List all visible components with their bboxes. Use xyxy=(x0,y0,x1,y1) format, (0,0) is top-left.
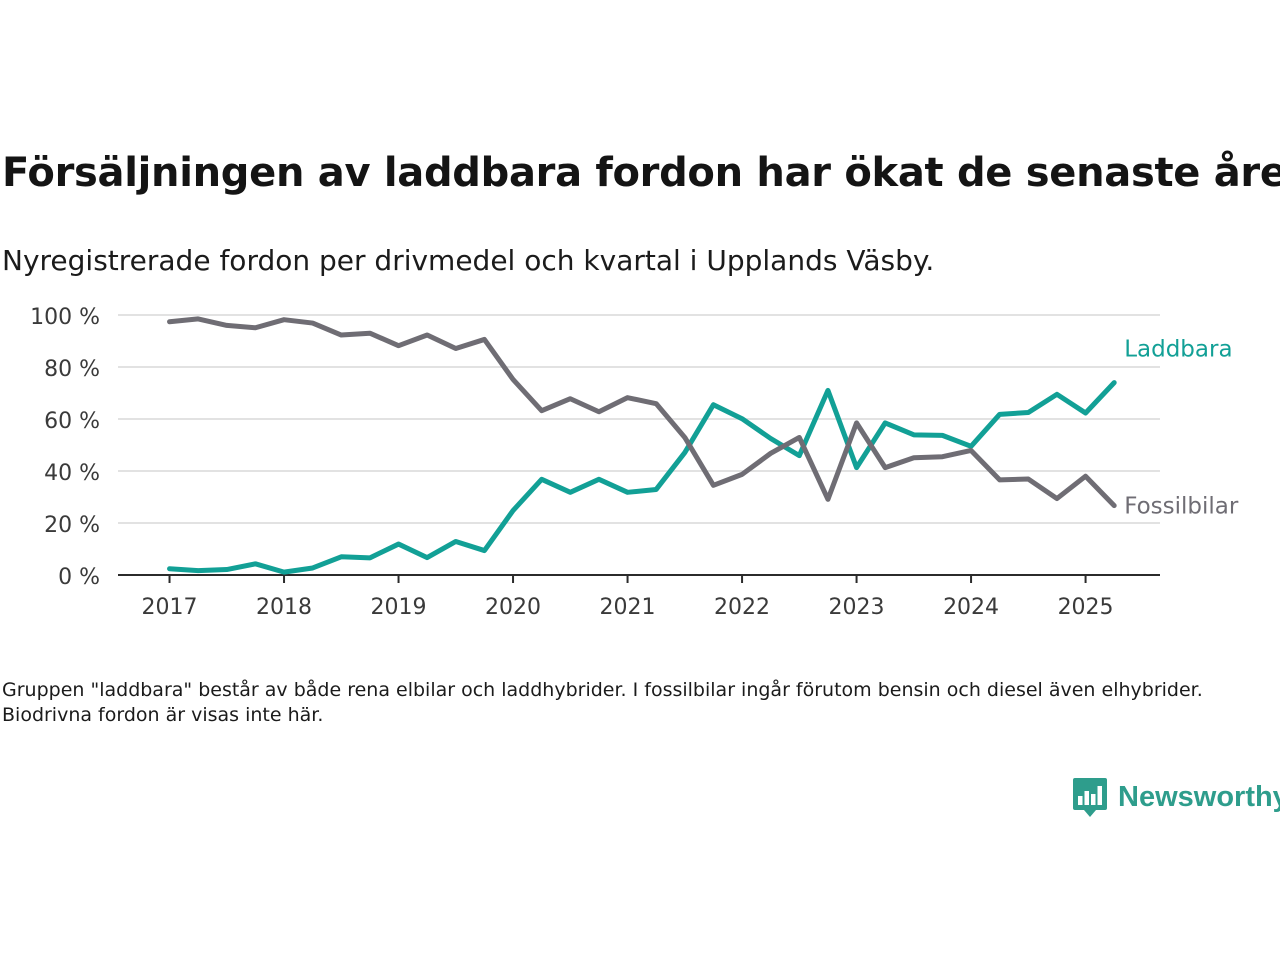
brand-name: Newsworthy xyxy=(1118,780,1280,813)
series-labels: Laddbara Fossilbilar xyxy=(1124,337,1239,520)
y-tick-label: 100 % xyxy=(30,305,100,330)
x-tick-label: 2019 xyxy=(371,595,427,620)
series-line-laddbara xyxy=(167,380,1117,575)
chart-title: Försäljningen av laddbara fordon har öka… xyxy=(2,150,1280,196)
y-tick-label: 40 % xyxy=(44,461,100,486)
grid-lines xyxy=(118,314,1160,524)
x-tick-label: 2022 xyxy=(714,595,770,620)
line-chart: 0 % 20 % 40 % 60 % 80 % 100 % 2017 2018 2019 202… xyxy=(30,305,1239,620)
brand[interactable]: Newsworthy xyxy=(1072,776,1280,818)
x-tick-label: 2023 xyxy=(829,595,885,620)
newsworthy-logo-icon xyxy=(1073,778,1107,817)
series-lines xyxy=(167,316,1117,575)
series-label-laddbara: Laddbara xyxy=(1124,337,1232,363)
x-axis-ticks: 2017 2018 2019 2020 2021 2022 2023 2024 2025 xyxy=(142,575,1114,620)
x-tick-label: 2018 xyxy=(256,595,312,620)
x-tick-label: 2017 xyxy=(142,595,198,620)
series-label-fossilbilar: Fossilbilar xyxy=(1124,494,1239,520)
y-tick-label: 0 % xyxy=(58,565,100,590)
y-tick-label: 60 % xyxy=(44,409,100,434)
x-tick-label: 2024 xyxy=(943,595,999,620)
series-line-fossilbilar xyxy=(167,316,1117,509)
chart-subtitle: Nyregistrerade fordon per drivmedel och … xyxy=(2,244,935,277)
y-tick-label: 20 % xyxy=(44,513,100,538)
y-tick-label: 80 % xyxy=(44,357,100,382)
x-tick-label: 2025 xyxy=(1058,595,1114,620)
y-axis-ticks: 0 % 20 % 40 % 60 % 80 % 100 % xyxy=(30,305,100,590)
x-tick-label: 2020 xyxy=(485,595,541,620)
x-tick-label: 2021 xyxy=(600,595,656,620)
footnote: Gruppen "laddbara" består av både rena e… xyxy=(2,679,1203,726)
